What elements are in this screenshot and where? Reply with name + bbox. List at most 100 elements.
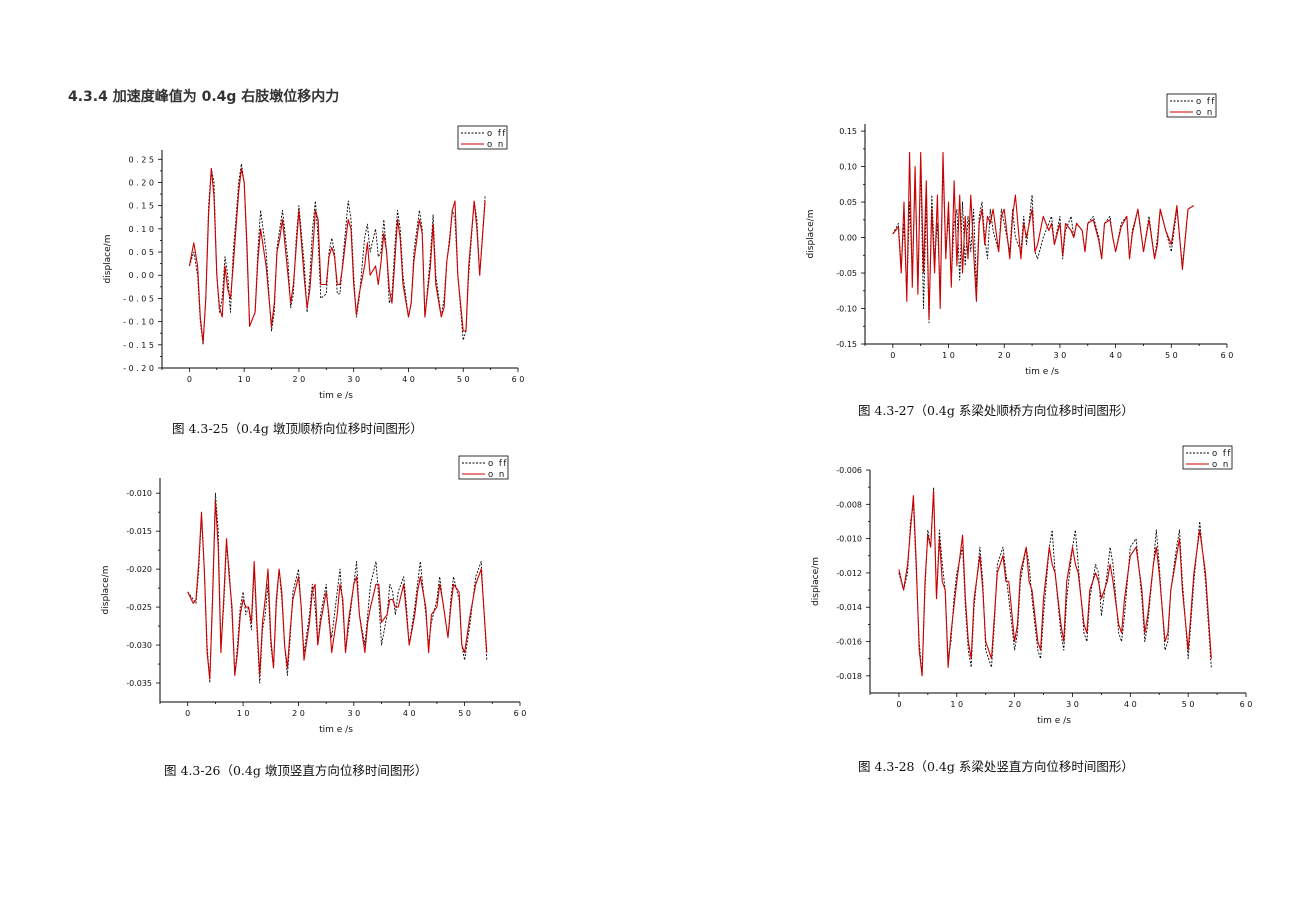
y-tick-label: 0 . 0 5 (129, 248, 154, 257)
x-tick-label: 6 0 (512, 375, 525, 384)
x-tick-label: 3 0 (347, 375, 360, 384)
y-tick-label: 0 . 2 5 (129, 155, 154, 164)
chart-4-3-27: 0 1 0 2 0 3 0 4 0 5 0 6 0 -0.15 -0.10 -0.05 0.00 0.… (806, 93, 1234, 377)
y-tick-label: 0 . 0 0 (129, 271, 154, 280)
chart-4-3-28: 0 1 0 2 0 3 0 4 0 5 0 6 0 -0.018 -0.016 -0.014 -0.… (811, 445, 1253, 726)
y-tick-label: 0 . 1 5 (129, 202, 154, 211)
y-tick-label: -0.012 (836, 569, 862, 578)
y-axis-label: displace/m (101, 566, 111, 615)
x-tick-label: 6 0 (1221, 351, 1234, 360)
legend-box (1182, 445, 1233, 470)
chart-panel-4-3-25: 0 1 0 2 0 3 0 4 0 5 0 6 0 - 0 . 2 0 - 0 . 1 5 - 0… (100, 120, 540, 405)
y-tick-label: 0.15 (839, 127, 857, 136)
legend-box (457, 125, 508, 150)
y-tick-label: -0.010 (836, 535, 862, 544)
series-line-on (898, 490, 1212, 677)
legend: o ffo n (458, 455, 509, 480)
x-tick-label: 3 0 (1066, 700, 1079, 709)
x-tick-label: 2 0 (1008, 700, 1021, 709)
x-tick-label: 1 0 (238, 375, 251, 384)
x-tick-label: 0 (890, 351, 895, 360)
x-tick-label: 4 0 (403, 709, 416, 718)
x-tick-label: 3 0 (347, 709, 360, 718)
y-tick-label: 0 . 2 0 (129, 178, 154, 187)
x-tick-label: 2 0 (293, 375, 306, 384)
legend-label-on: o n (1212, 460, 1230, 470)
series-line-on (892, 151, 1194, 320)
x-tick-label: 6 0 (1240, 700, 1253, 709)
series-line-off (188, 163, 486, 346)
y-tick-label: 0.10 (839, 163, 857, 172)
x-tick-label: 6 0 (514, 709, 527, 718)
chart-panel-4-3-26: 0 1 0 2 0 3 0 4 0 5 0 6 0 -0.035 -0.030 -0.025 -0.… (95, 450, 540, 740)
x-tick-label: 0 (896, 700, 901, 709)
caption-4-3-25: 图 4.3-25（0.4g 墩顶顺桥向位移时间图形） (172, 421, 423, 436)
x-tick-label: 1 0 (950, 700, 963, 709)
y-tick-label: -0.05 (836, 269, 857, 278)
y-axis-label: displace/m (811, 557, 821, 606)
x-tick-label: 2 0 (998, 351, 1011, 360)
x-axis-label: tim e /s (1037, 716, 1071, 726)
caption-4-3-27: 图 4.3-27（0.4g 系梁处顺桥方向位移时间图形） (858, 403, 1134, 418)
legend-label-off: o ff (487, 129, 507, 139)
legend-box (458, 455, 509, 480)
x-tick-label: 1 0 (942, 351, 955, 360)
legend: o ffo n (457, 125, 508, 150)
series-line-off (187, 492, 488, 684)
chart-panel-4-3-28: 0 1 0 2 0 3 0 4 0 5 0 6 0 -0.018 -0.016 -0.014 -0.… (795, 442, 1255, 737)
y-tick-label: -0.10 (836, 305, 857, 314)
x-tick-label: 0 (185, 709, 190, 718)
y-tick-label: - 0 . 2 0 (123, 364, 154, 373)
y-tick-label: -0.030 (126, 641, 152, 650)
y-tick-label: - 0 . 1 0 (123, 318, 154, 327)
legend-label-on: o n (488, 470, 506, 480)
legend: o ffo n (1182, 445, 1233, 470)
series-line-off (892, 166, 1194, 324)
y-tick-label: -0.014 (836, 603, 862, 612)
legend-label-off: o ff (488, 459, 508, 469)
x-tick-label: 3 0 (1054, 351, 1067, 360)
x-axis-label: tim e /s (319, 725, 353, 735)
chart-4-3-25: 0 1 0 2 0 3 0 4 0 5 0 6 0 - 0 . 2 0 - 0 . 1 5 - 0… (103, 125, 525, 401)
y-tick-label: -0.008 (836, 500, 862, 509)
x-tick-label: 4 0 (1124, 700, 1137, 709)
y-tick-label: -0.020 (126, 565, 152, 574)
y-tick-label: - 0 . 1 5 (123, 341, 154, 350)
section-heading: 4.3.4 加速度峰值为 0.4g 右肢墩位移内力 (68, 89, 340, 105)
chart-panel-4-3-27: 0 1 0 2 0 3 0 4 0 5 0 6 0 -0.15 -0.10 -0.05 0.00 0.… (795, 90, 1245, 385)
legend-label-off: o ff (1196, 97, 1216, 107)
legend-box (1166, 93, 1217, 118)
x-tick-label: 2 0 (292, 709, 305, 718)
x-tick-label: 5 0 (1182, 700, 1195, 709)
y-tick-label: -0.035 (126, 679, 152, 688)
x-tick-label: 5 0 (457, 375, 470, 384)
y-tick-label: -0.15 (836, 340, 857, 349)
y-axis-label: displace/m (103, 235, 113, 284)
series-line-on (187, 500, 488, 680)
chart-4-3-26: 0 1 0 2 0 3 0 4 0 5 0 6 0 -0.035 -0.030 -0.025 -0.… (101, 455, 527, 735)
y-tick-label: 0.00 (839, 234, 857, 243)
y-tick-label: -0.006 (836, 466, 862, 475)
x-axis-label: tim e /s (319, 391, 353, 401)
legend-label-off: o ff (1212, 449, 1232, 459)
y-tick-label: -0.015 (126, 527, 152, 536)
series-line-on (188, 168, 486, 344)
y-tick-label: 0.05 (839, 198, 857, 207)
x-tick-label: 5 0 (458, 709, 471, 718)
legend-label-on: o n (1196, 108, 1214, 118)
y-tick-label: - 0 . 0 5 (123, 294, 154, 303)
legend-label-on: o n (487, 140, 505, 150)
y-tick-label: 0 . 1 0 (129, 225, 154, 234)
x-tick-label: 4 0 (402, 375, 415, 384)
y-tick-label: -0.025 (126, 603, 152, 612)
y-tick-label: -0.016 (836, 638, 862, 647)
caption-4-3-26: 图 4.3-26（0.4g 墩顶竖直方向位移时间图形） (164, 763, 428, 778)
x-tick-label: 4 0 (1109, 351, 1122, 360)
y-axis-label: displace/m (806, 210, 816, 259)
x-axis-label: tim e /s (1025, 367, 1059, 377)
y-tick-label: -0.010 (126, 489, 152, 498)
y-tick-label: -0.018 (836, 672, 862, 681)
x-tick-label: 1 0 (237, 709, 250, 718)
series-line-off (898, 486, 1212, 677)
x-tick-label: 0 (187, 375, 192, 384)
